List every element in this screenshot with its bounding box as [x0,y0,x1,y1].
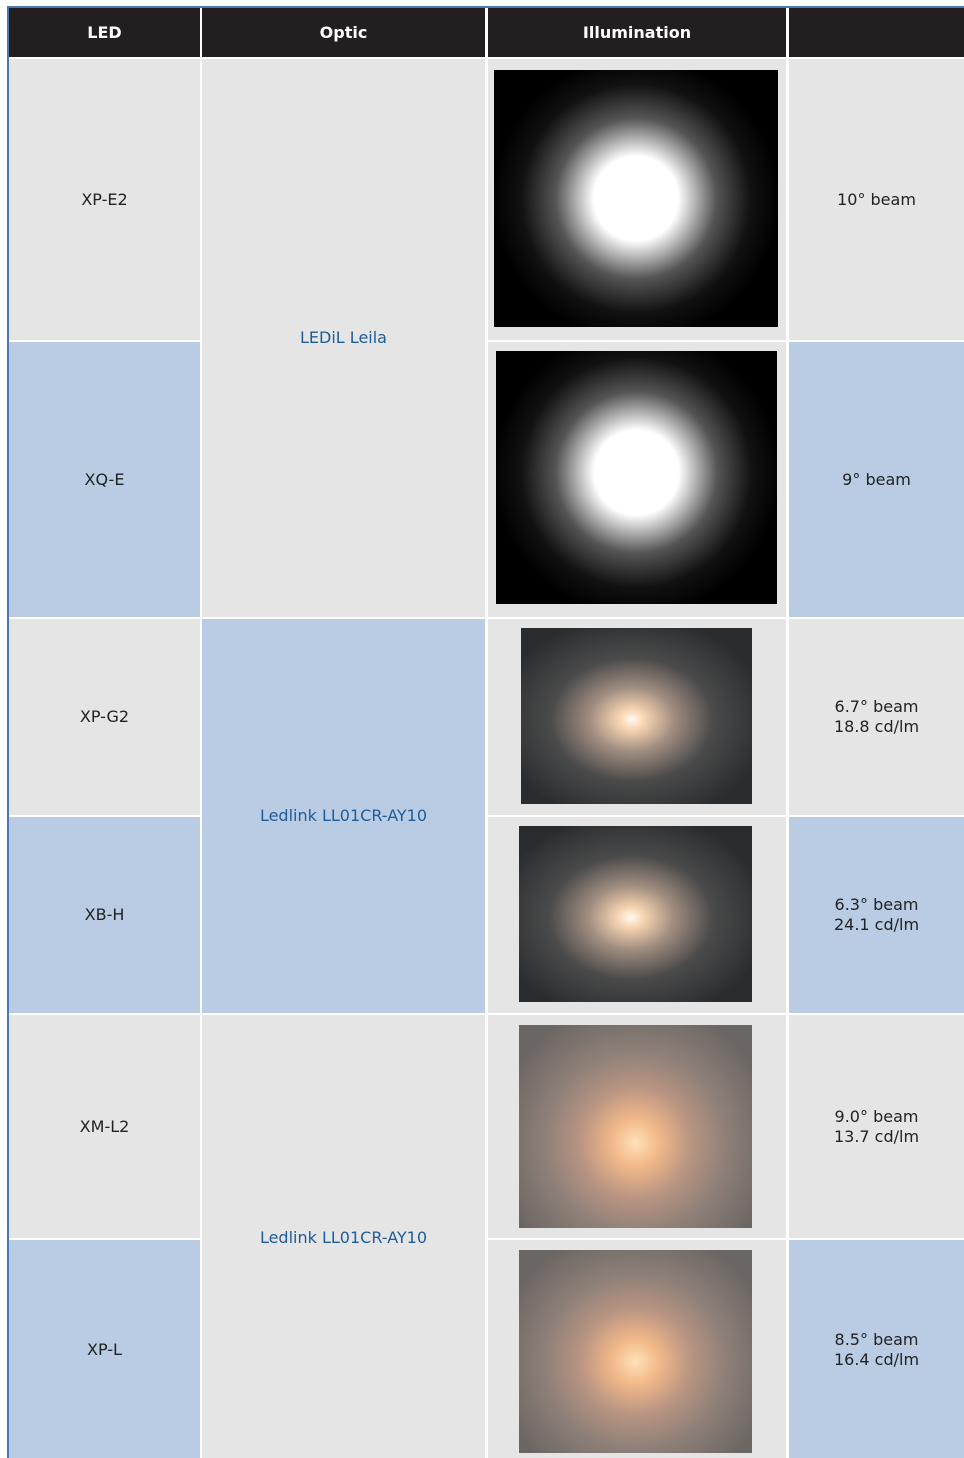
led-cell: XQ-E [9,342,200,617]
optic-cell[interactable]: LEDiL Leila [202,59,485,617]
beam-text: 16.4 cd/lm [833,1350,920,1369]
led-cell: XP-G2 [9,619,200,815]
beam-text: 6.7° beam [834,697,919,716]
header-cell [789,8,964,57]
led-cell: XM-L2 [9,1015,200,1238]
beam-text: 6.3° beam [834,895,919,914]
beam-text: 10° beam [837,189,916,209]
header-cell: Optic [202,8,485,57]
beam-cell: 10° beam [789,59,964,340]
beam-text: 13.7 cd/lm [833,1126,920,1146]
beam-cell: 8.5° beam 16.4 cd/lm [789,1240,964,1458]
beam-photo [519,1250,752,1453]
header-cell: Illumination [488,8,786,57]
beam-text: 18.8 cd/lm [833,717,920,736]
beam-text: 8.5° beam [834,1330,919,1349]
beam-text: 9° beam [842,469,911,489]
beam-photo [519,1025,752,1228]
beam-photo [496,351,777,604]
optic-cell[interactable]: Ledlink LL01CR-AY10 [202,1015,485,1458]
beam-text: 9.0° beam [834,1106,919,1126]
beam-photo [494,70,778,327]
beam-photo [521,628,752,804]
beam-cell: 6.7° beam 18.8 cd/lm [789,619,964,815]
beam-text: 24.1 cd/lm [833,915,920,934]
border [7,6,9,1458]
border [7,6,964,8]
led-cell: XP-E2 [9,59,200,340]
beam-cell: 9.0° beam 13.7 cd/lm [789,1015,964,1238]
optic-cell[interactable]: Ledlink LL01CR-AY10 [202,619,485,1013]
beam-cell: 6.3° beam 24.1 cd/lm [789,817,964,1013]
beam-photo [519,826,752,1002]
led-cell: XB-H [9,817,200,1013]
led-cell: XP-L [9,1240,200,1458]
header-cell: LED [9,8,200,57]
beam-cell: 9° beam [789,342,964,617]
